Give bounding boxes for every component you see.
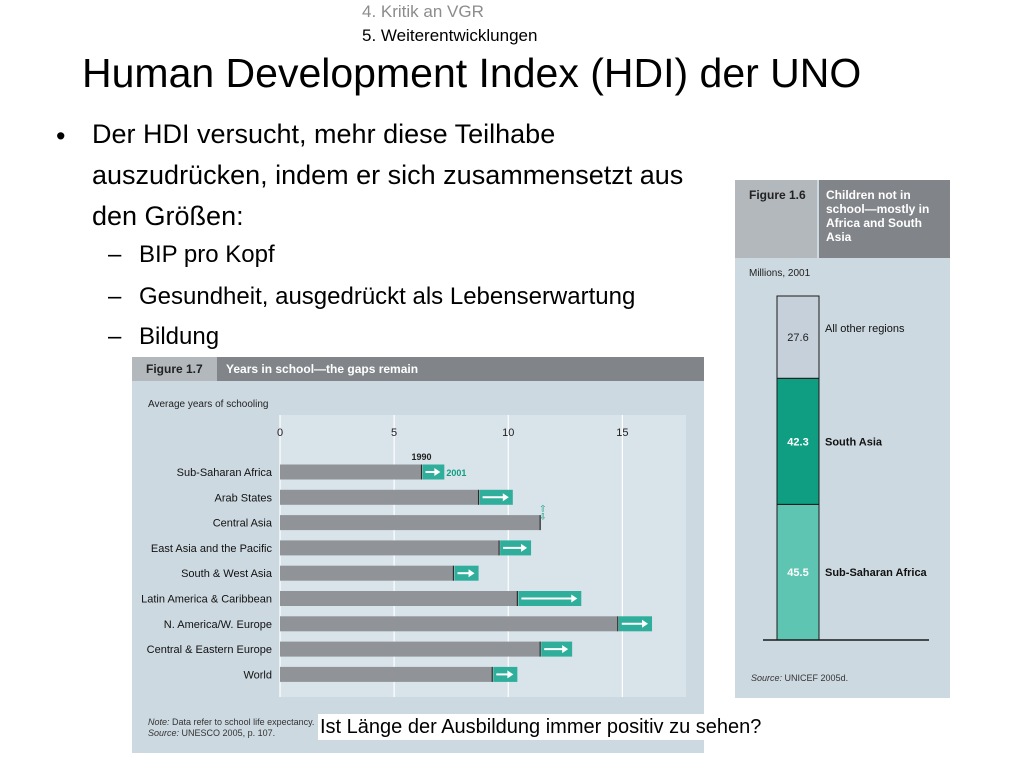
slide-title: Human Development Index (HDI) der UNO [82, 50, 862, 96]
source-text: UNESCO 2005, p. 107. [181, 728, 276, 738]
question-text: Ist Länge der Ausbildung immer positiv z… [318, 714, 764, 740]
category-label: Central Asia [213, 518, 273, 530]
gain-arrow-head [468, 569, 475, 578]
gain-arrow-head [521, 543, 528, 552]
sub-bullet-marker: – [108, 283, 122, 310]
bar-1990 [280, 464, 422, 480]
figure-source: Source: UNICEF 2005d. [751, 673, 848, 683]
source-text: UNICEF 2005d. [784, 673, 849, 683]
figure-years-in-school: Figure 1.7 Years in school—the gaps rema… [132, 357, 704, 753]
category-label: N. America/W. Europe [164, 619, 272, 631]
bar-1990 [280, 489, 479, 505]
source-label: Source: [148, 728, 180, 738]
bar-1990 [280, 565, 454, 581]
bullet-marker: • [56, 121, 66, 151]
x-tick-label: 0 [277, 427, 283, 439]
bar-1990 [280, 641, 541, 657]
x-tick-label: 15 [616, 427, 628, 439]
category-label: Sub-Saharan Africa [177, 467, 273, 479]
gain-arrow-head [434, 468, 441, 476]
segment-name-label: Sub-Saharan Africa [825, 567, 928, 579]
gain-arrow-head [571, 594, 578, 603]
stack-segment [776, 295, 820, 379]
category-label: Central & Eastern Europe [147, 644, 272, 656]
figure-title: Years in school—the gaps remain [226, 362, 419, 376]
segment-value-label: 45.5 [787, 567, 808, 579]
figure-label: Figure 1.6 [749, 188, 806, 202]
bar-1990 [280, 591, 518, 606]
sub-bullet-marker: – [108, 323, 122, 350]
segment-name-label: All other regions [825, 323, 905, 335]
nav-item-kritik: 4. Kritik an VGR [362, 2, 484, 21]
category-label: Latin America & Caribbean [141, 594, 272, 606]
figure-header: Figure 1.7 Years in school—the gaps rema… [132, 357, 704, 381]
gain-arrow-head [642, 619, 649, 628]
legend-2001: 2001 [446, 468, 466, 478]
gain-arrow-head [562, 645, 569, 654]
stack-segment [776, 503, 820, 641]
figure-header: Children not in school—mostly in Africa … [819, 180, 950, 258]
sub-bullet-bip: BIP pro Kopf [139, 241, 275, 268]
down-arrow-mark: ⇩ [539, 513, 547, 523]
note-label: Note: [148, 717, 170, 727]
bar-1990 [280, 540, 500, 556]
figure-label-box: Figure 1.6 [735, 180, 817, 258]
note-text: Data refer to school life expectancy. [172, 717, 315, 727]
segment-value-label: 27.6 [787, 332, 808, 344]
bar-1990 [280, 666, 493, 682]
children-not-in-school-chart: Millions, 2001 45.5 Sub-Saharan Africa 42.3… [749, 268, 929, 641]
years-in-school-chart: Average years of schooling 0 5 10 15 Sub-Saha… [141, 399, 686, 697]
up-arrow-mark: ⇧ [539, 505, 547, 515]
bar-1990 [280, 515, 541, 531]
figure-title: Children not in school—mostly in Africa … [826, 188, 930, 244]
stack-segment [776, 377, 820, 505]
gain-arrow-head [502, 493, 509, 502]
category-label: World [243, 669, 272, 681]
bullet-text: Der HDI versucht, mehr diese Teilhabe au… [92, 119, 684, 231]
x-tick-label: 5 [391, 427, 397, 439]
category-label: South & West Asia [181, 568, 273, 580]
category-label: East Asia and the Pacific [151, 543, 273, 555]
segment-value-label: 42.3 [787, 436, 808, 448]
sub-bullet-gesundheit: Gesundheit, ausgedrückt als Lebenserwart… [139, 283, 636, 310]
nav-item-weiterentwicklungen: 5. Weiterentwicklungen [362, 26, 538, 45]
chart-ylabel: Millions, 2001 [749, 268, 811, 279]
figure-label: Figure 1.7 [146, 362, 203, 376]
chart-subtitle: Average years of schooling [148, 399, 268, 410]
figure-label-box: Figure 1.7 [132, 357, 217, 381]
figure-note: Note: Data refer to school life expectan… [148, 717, 314, 739]
bar-1990 [280, 616, 618, 632]
sub-bullet-bildung: Bildung [139, 323, 220, 350]
sub-bullet-marker: – [108, 241, 122, 268]
source-label: Source: [751, 673, 783, 683]
figure-children-not-in-school: Figure 1.6 Children not in school—mostly… [735, 180, 950, 698]
category-label: Arab States [215, 492, 273, 504]
legend-1990: 1990 [412, 452, 432, 462]
gain-arrow-head [507, 670, 514, 679]
segment-name-label: South Asia [825, 436, 883, 448]
x-tick-label: 10 [502, 427, 514, 439]
